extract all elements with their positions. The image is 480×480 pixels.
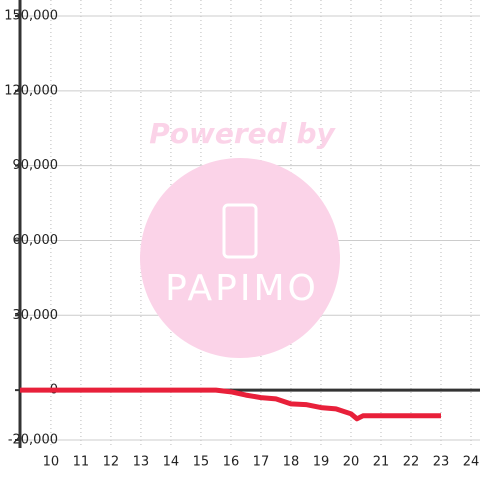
y-tick-label: -20,000 xyxy=(8,433,58,448)
y-tick-label: 60,000 xyxy=(13,233,59,248)
y-tick-label: 90,000 xyxy=(13,158,59,173)
x-tick-label: 12 xyxy=(103,455,120,470)
x-tick-label: 13 xyxy=(133,455,150,470)
x-tick-label: 23 xyxy=(433,455,450,470)
x-tick-label: 15 xyxy=(193,455,210,470)
y-tick-label: 150,000 xyxy=(4,9,58,24)
x-tick-label: 19 xyxy=(313,455,330,470)
line xyxy=(20,387,441,422)
watermark-logo: PAPIMO xyxy=(165,268,319,309)
x-tick-label: 11 xyxy=(73,455,90,470)
x-tick-label: 22 xyxy=(403,455,420,470)
y-tick-label: 120,000 xyxy=(4,83,58,98)
y-tick-label: 30,000 xyxy=(13,308,59,323)
watermark: Powered by PAPIMO xyxy=(140,117,340,358)
watermark-icon xyxy=(222,203,258,259)
x-tick-label: 14 xyxy=(163,455,180,470)
watermark-text: Powered by xyxy=(149,117,336,150)
x-tick-label: 24 xyxy=(463,455,480,470)
x-tick-label: 18 xyxy=(283,455,300,470)
x-tick-label: 21 xyxy=(373,455,390,470)
x-tick-label: 10 xyxy=(43,455,60,470)
x-tick-label: 20 xyxy=(343,455,360,470)
x-tick-label: 16 xyxy=(223,455,240,470)
x-tick-label: 17 xyxy=(253,455,270,470)
